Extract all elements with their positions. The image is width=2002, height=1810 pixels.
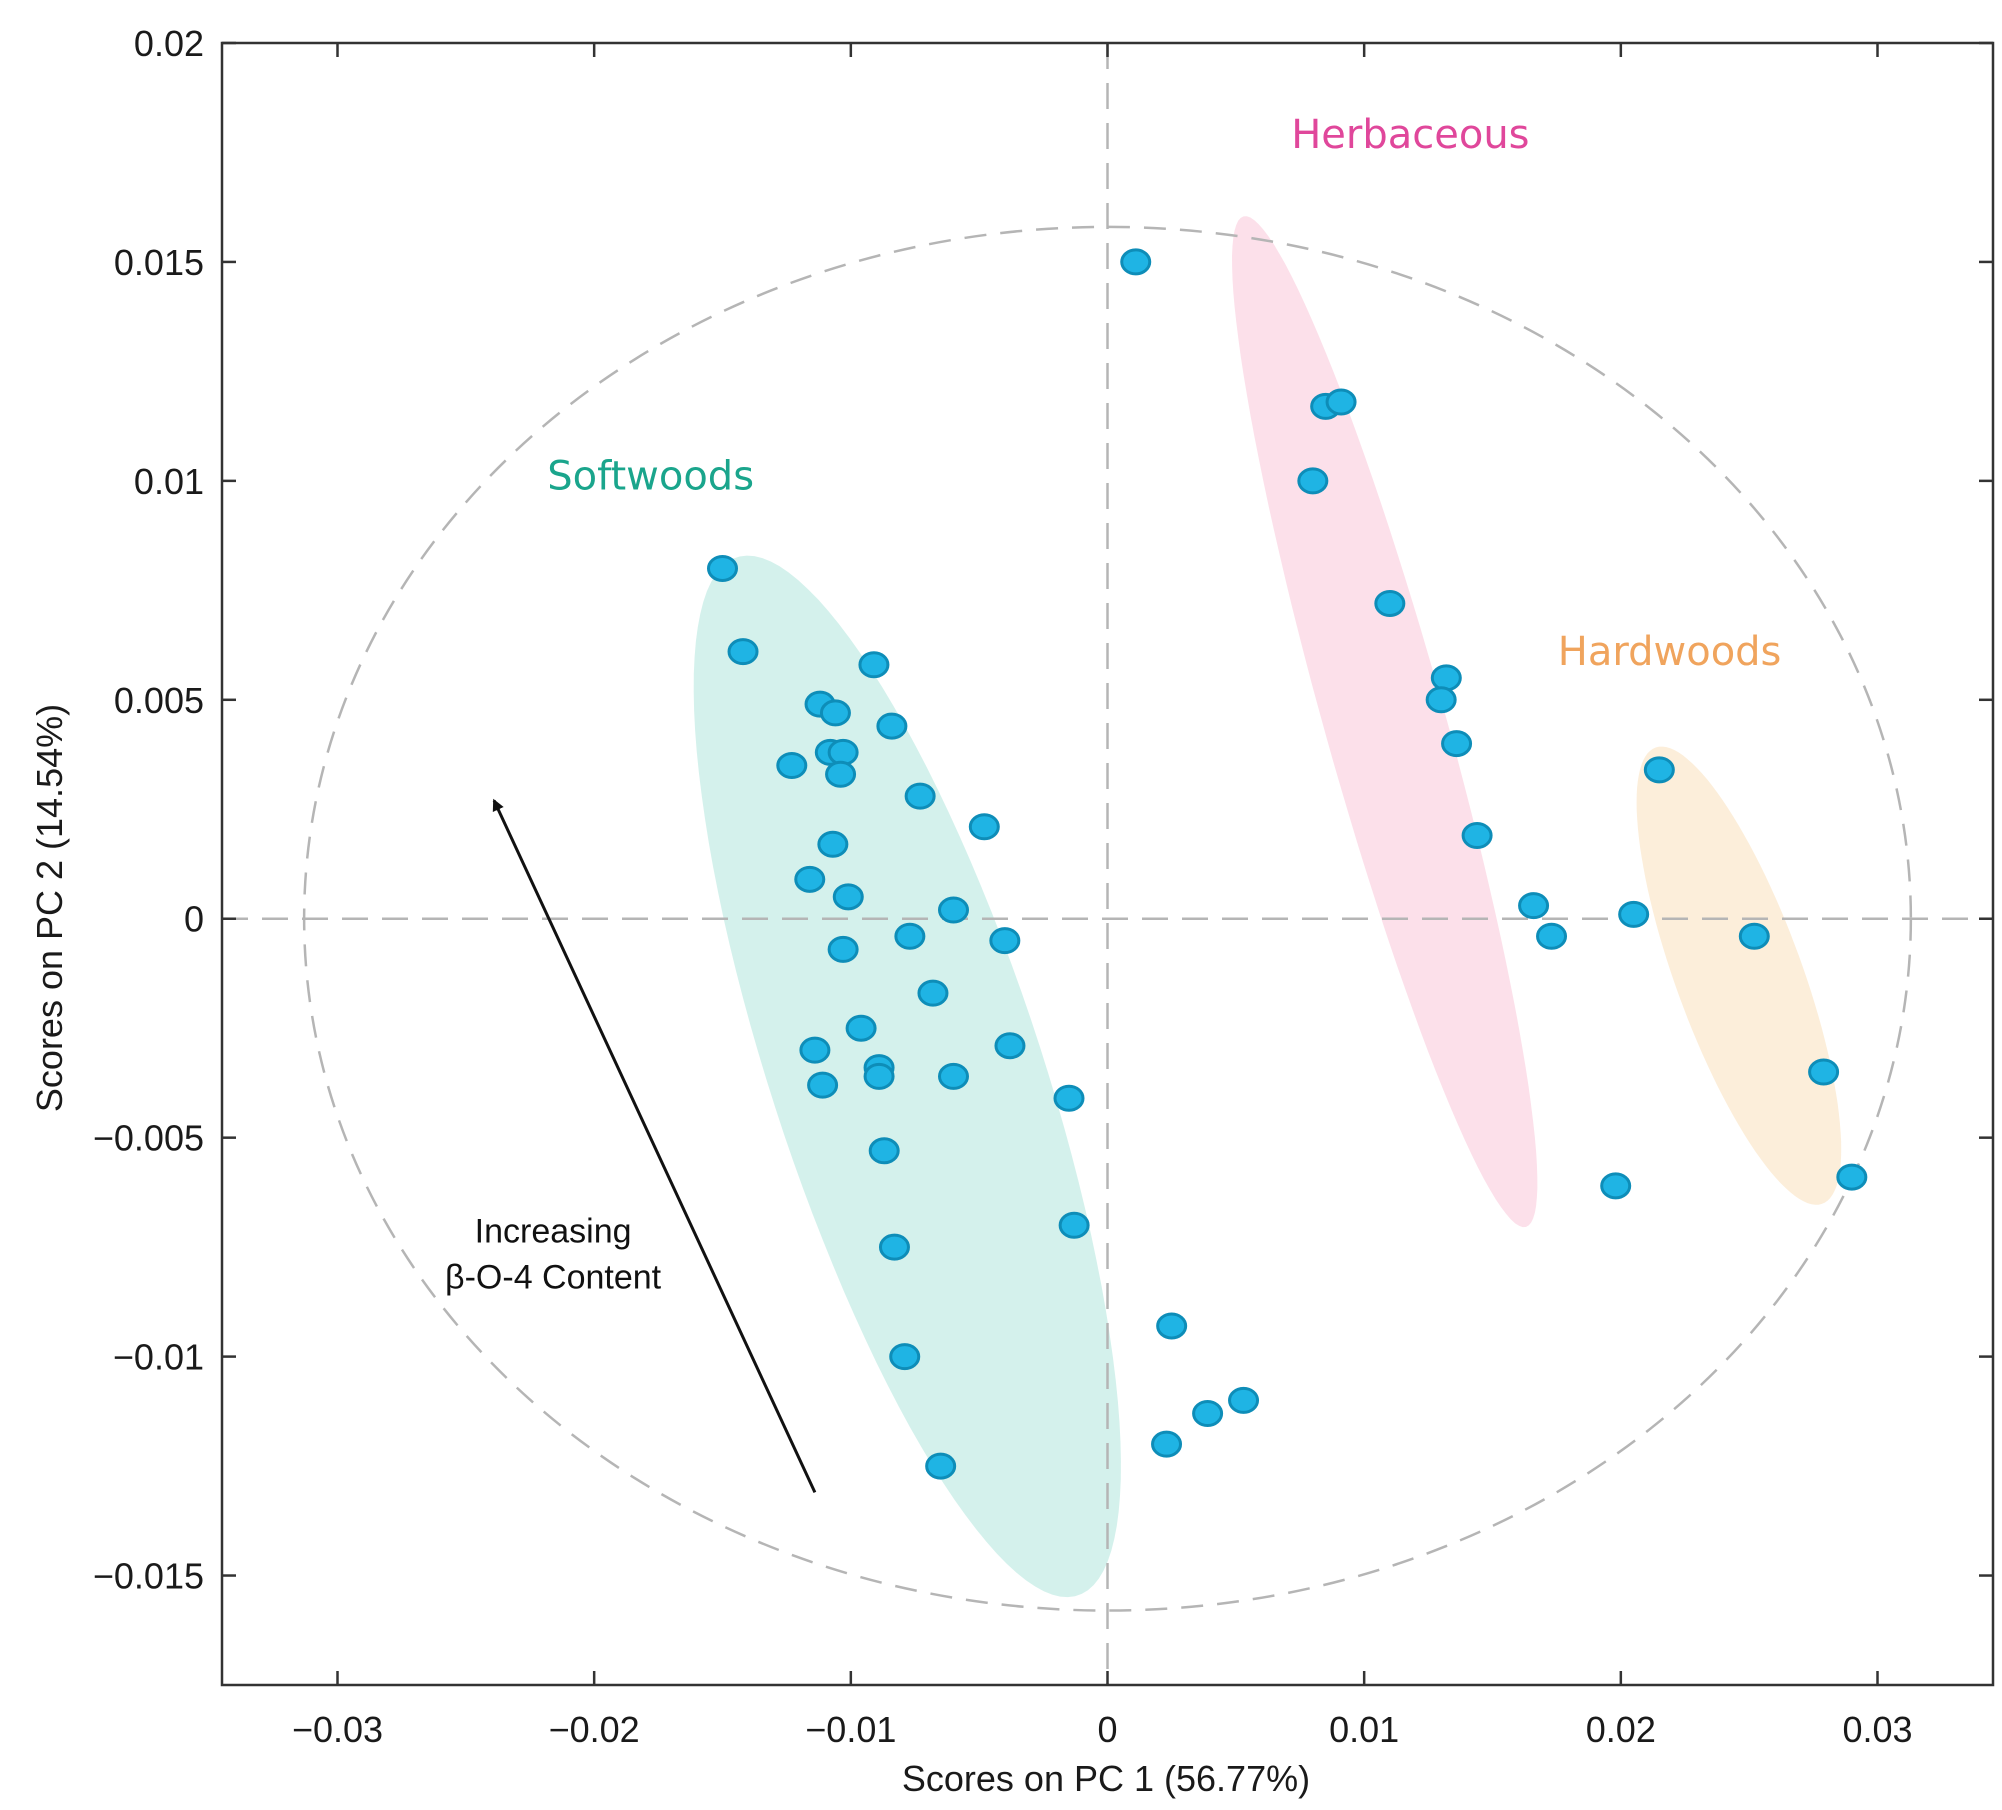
softwoods-point xyxy=(799,1036,831,1064)
y-tick-label: −0.015 xyxy=(93,1556,204,1597)
softwoods-point xyxy=(1192,1400,1224,1428)
softwoods-point xyxy=(904,782,936,810)
herbaceous-point xyxy=(1325,388,1357,416)
herbaceous-point xyxy=(1600,1172,1632,1200)
x-axis-title: Scores on PC 1 (56.77%) xyxy=(902,1758,1310,1799)
softwoods-point xyxy=(1228,1386,1260,1414)
x-tick-label: 0.01 xyxy=(1329,1709,1399,1750)
softwoods-point xyxy=(938,896,969,924)
y-tick-label: 0 xyxy=(184,899,204,940)
guide-lines-layer xyxy=(222,43,1993,1685)
softwoods-point xyxy=(994,1032,1026,1060)
softwoods-point xyxy=(868,1137,900,1165)
labels-layer: Scores on PC 1 (56.77%) Scores on PC 2 (… xyxy=(29,112,1781,1799)
herbaceous-point xyxy=(1430,664,1462,692)
x-tick-label: −0.02 xyxy=(549,1709,640,1750)
hardwoods-point xyxy=(1836,1163,1868,1191)
softwoods-point xyxy=(819,699,851,727)
softwoods-point xyxy=(727,638,759,666)
softwoods-ellipse xyxy=(693,555,1121,1598)
x-tick-label: −0.03 xyxy=(292,1709,383,1750)
softwoods-point xyxy=(825,760,857,788)
softwoods-point xyxy=(889,1343,921,1371)
softwoods-label: Softwoods xyxy=(547,454,754,500)
y-axis-title: Scores on PC 2 (14.54%) xyxy=(29,704,70,1112)
softwoods-point xyxy=(1058,1211,1090,1239)
hardwoods-point xyxy=(1808,1058,1840,1086)
herbaceous-point xyxy=(1461,822,1493,850)
softwoods-point xyxy=(968,813,1000,841)
x-tick-label: −0.01 xyxy=(805,1709,896,1750)
annotation-line-1: Increasing xyxy=(475,1213,632,1251)
x-tick-label: 0.02 xyxy=(1586,1709,1656,1750)
hardwoods-label: Hardwoods xyxy=(1558,629,1782,675)
softwoods-point xyxy=(917,979,949,1007)
softwoods-point xyxy=(845,1014,877,1042)
herbaceous-point xyxy=(1120,248,1152,276)
softwoods-point xyxy=(776,751,808,779)
y-tick-label: −0.01 xyxy=(113,1337,204,1378)
herbaceous-point xyxy=(1518,892,1550,920)
softwoods-point xyxy=(938,1062,969,1090)
softwoods-point xyxy=(817,830,849,858)
herbaceous-point xyxy=(1441,730,1473,758)
softwoods-point xyxy=(1151,1430,1183,1458)
softwoods-point xyxy=(832,883,864,911)
softwoods-point xyxy=(858,651,890,679)
x-tick-label: 0 xyxy=(1097,1709,1117,1750)
data-points-layer xyxy=(492,248,1868,1493)
hardwoods-point xyxy=(1738,922,1770,950)
y-tick-label: 0.02 xyxy=(134,23,204,64)
annotation-arrow xyxy=(492,798,817,1493)
softwoods-point xyxy=(827,738,859,766)
hardwoods-point xyxy=(1643,756,1675,784)
herbaceous-point xyxy=(1536,922,1568,950)
softwoods-point xyxy=(1156,1312,1188,1340)
y-tick-label: −0.005 xyxy=(93,1118,204,1159)
x-tick-label: 0.03 xyxy=(1842,1709,1912,1750)
herbaceous-label: Herbaceous xyxy=(1291,112,1529,158)
group-ellipses-layer xyxy=(693,216,1842,1598)
softwoods-point xyxy=(807,1071,839,1099)
annotation-line-2: β-O-4 Content xyxy=(445,1259,662,1297)
y-tick-label: 0.01 xyxy=(134,461,204,502)
hardwoods-point xyxy=(1618,900,1650,928)
softwoods-point xyxy=(863,1062,895,1090)
softwoods-point xyxy=(827,935,859,963)
softwoods-point xyxy=(878,1233,910,1261)
softwoods-point xyxy=(1053,1084,1085,1112)
softwoods-point xyxy=(794,865,826,893)
softwoods-point xyxy=(925,1452,957,1480)
softwoods-point xyxy=(876,712,908,740)
herbaceous-point xyxy=(1374,589,1406,617)
axes-frame-layer: −0.03 −0.02 −0.01 0 0.01 0.02 0.03 0.02 0.015 0.0… xyxy=(93,23,1995,1750)
softwoods-point xyxy=(707,554,738,582)
hardwoods-ellipse xyxy=(1636,746,1842,1205)
herbaceous-ellipse xyxy=(1232,216,1538,1228)
herbaceous-point xyxy=(1425,686,1457,714)
softwoods-point xyxy=(989,927,1021,955)
herbaceous-point xyxy=(1297,467,1329,495)
y-tick-label: 0.005 xyxy=(114,680,204,721)
softwoods-point xyxy=(894,922,926,950)
y-tick-label: 0.015 xyxy=(114,242,204,283)
